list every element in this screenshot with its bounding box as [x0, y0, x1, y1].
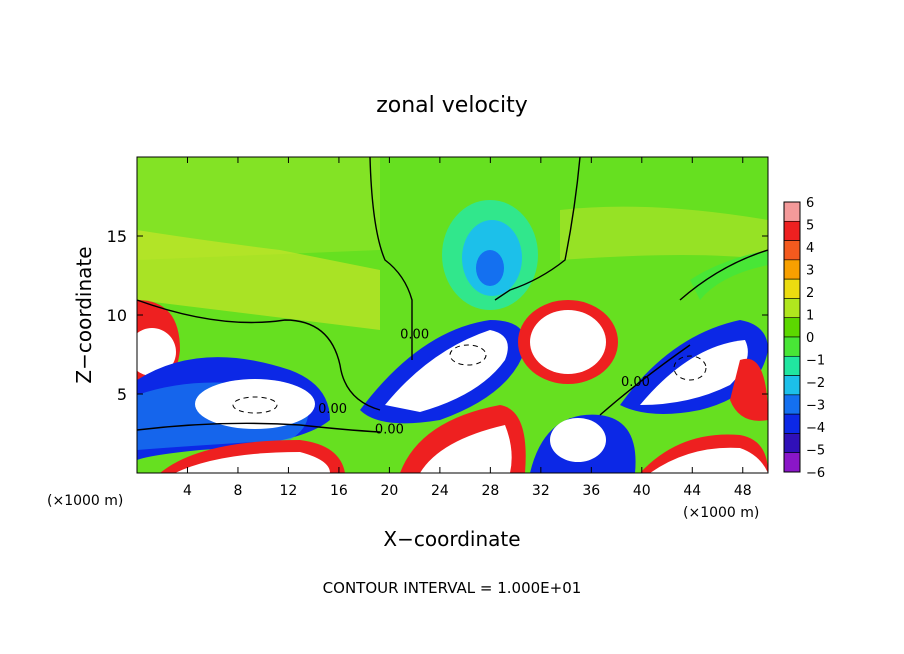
x-tick-label: 32 [532, 483, 550, 499]
colorbar-tick-label: 4 [806, 241, 814, 256]
x-tick-label: 44 [683, 483, 701, 499]
plot-field [137, 157, 768, 473]
x-unit-right: (×1000 m) [683, 505, 759, 521]
x-tick-label: 40 [633, 483, 651, 499]
colorbar-swatch [783, 220, 801, 241]
colorbar-frame [783, 201, 801, 473]
colorbar-tick-label: −3 [806, 399, 825, 414]
colorbar-tick-label: 0 [806, 331, 814, 346]
colorbar-swatch [783, 336, 801, 357]
x-tick-label: 28 [481, 483, 499, 499]
colorbar-tick-label: −2 [806, 376, 825, 391]
colorbar [783, 201, 801, 473]
colorbar-swatch [783, 201, 801, 222]
x-tick-label: 16 [330, 483, 348, 499]
y-tick-label: 15 [107, 227, 127, 246]
colorbar-swatch [783, 452, 801, 473]
colorbar-swatch [783, 433, 801, 454]
x-axis-label: X−coordinate [383, 527, 520, 551]
colorbar-swatch [783, 259, 801, 280]
contour-label: 0.00 [375, 423, 404, 438]
x-tick-label: 4 [183, 483, 192, 499]
y-axis-label: Z−coordinate [72, 246, 96, 383]
x-tick-label: 20 [380, 483, 398, 499]
x-tick-label: 48 [734, 483, 752, 499]
x-tick-label: 12 [280, 483, 298, 499]
contour-label: 0.00 [621, 375, 650, 390]
x-tick-label: 8 [233, 483, 242, 499]
colorbar-tick-label: 3 [806, 264, 814, 279]
x-tick-label: 24 [431, 483, 449, 499]
contour-labels: 0.00 0.00 0.00 0.00 [318, 328, 650, 438]
colorbar-ticks: 6 5 4 3 2 1 0 −1 −2 −3 −4 −5 −6 [806, 196, 825, 481]
contour-label: 0.00 [400, 328, 429, 343]
colorbar-tick-label: 5 [806, 219, 814, 234]
contour-label: 0.00 [318, 402, 347, 417]
colorbar-tick-label: −6 [806, 466, 825, 481]
colorbar-swatch [783, 317, 801, 338]
colorbar-tick-label: 6 [806, 196, 814, 211]
colorbar-swatch [783, 298, 801, 319]
y-tick-label: 5 [117, 385, 127, 404]
colorbar-swatch [783, 394, 801, 415]
colorbar-tick-label: 1 [806, 309, 814, 324]
y-tick-label: 10 [107, 306, 127, 325]
colorbar-tick-label: −5 [806, 444, 825, 459]
colorbar-tick-label: −4 [806, 421, 825, 436]
colorbar-swatch [783, 240, 801, 261]
x-unit-left: (×1000 m) [47, 493, 123, 509]
x-axis-ticks: 4 8 12 16 20 24 28 32 36 40 44 48 [183, 157, 752, 499]
y-axis-ticks: 5 10 15 [107, 227, 768, 404]
colorbar-swatch [783, 375, 801, 396]
x-tick-label: 36 [582, 483, 600, 499]
chart-title: zonal velocity [376, 93, 528, 118]
colorbar-swatch [783, 413, 801, 434]
colorbar-swatch [783, 355, 801, 376]
contour-interval-footer: CONTOUR INTERVAL = 1.000E+01 [323, 579, 582, 597]
colorbar-swatch [783, 278, 801, 299]
colorbar-tick-label: −1 [806, 354, 825, 369]
colorbar-tick-label: 2 [806, 286, 814, 301]
